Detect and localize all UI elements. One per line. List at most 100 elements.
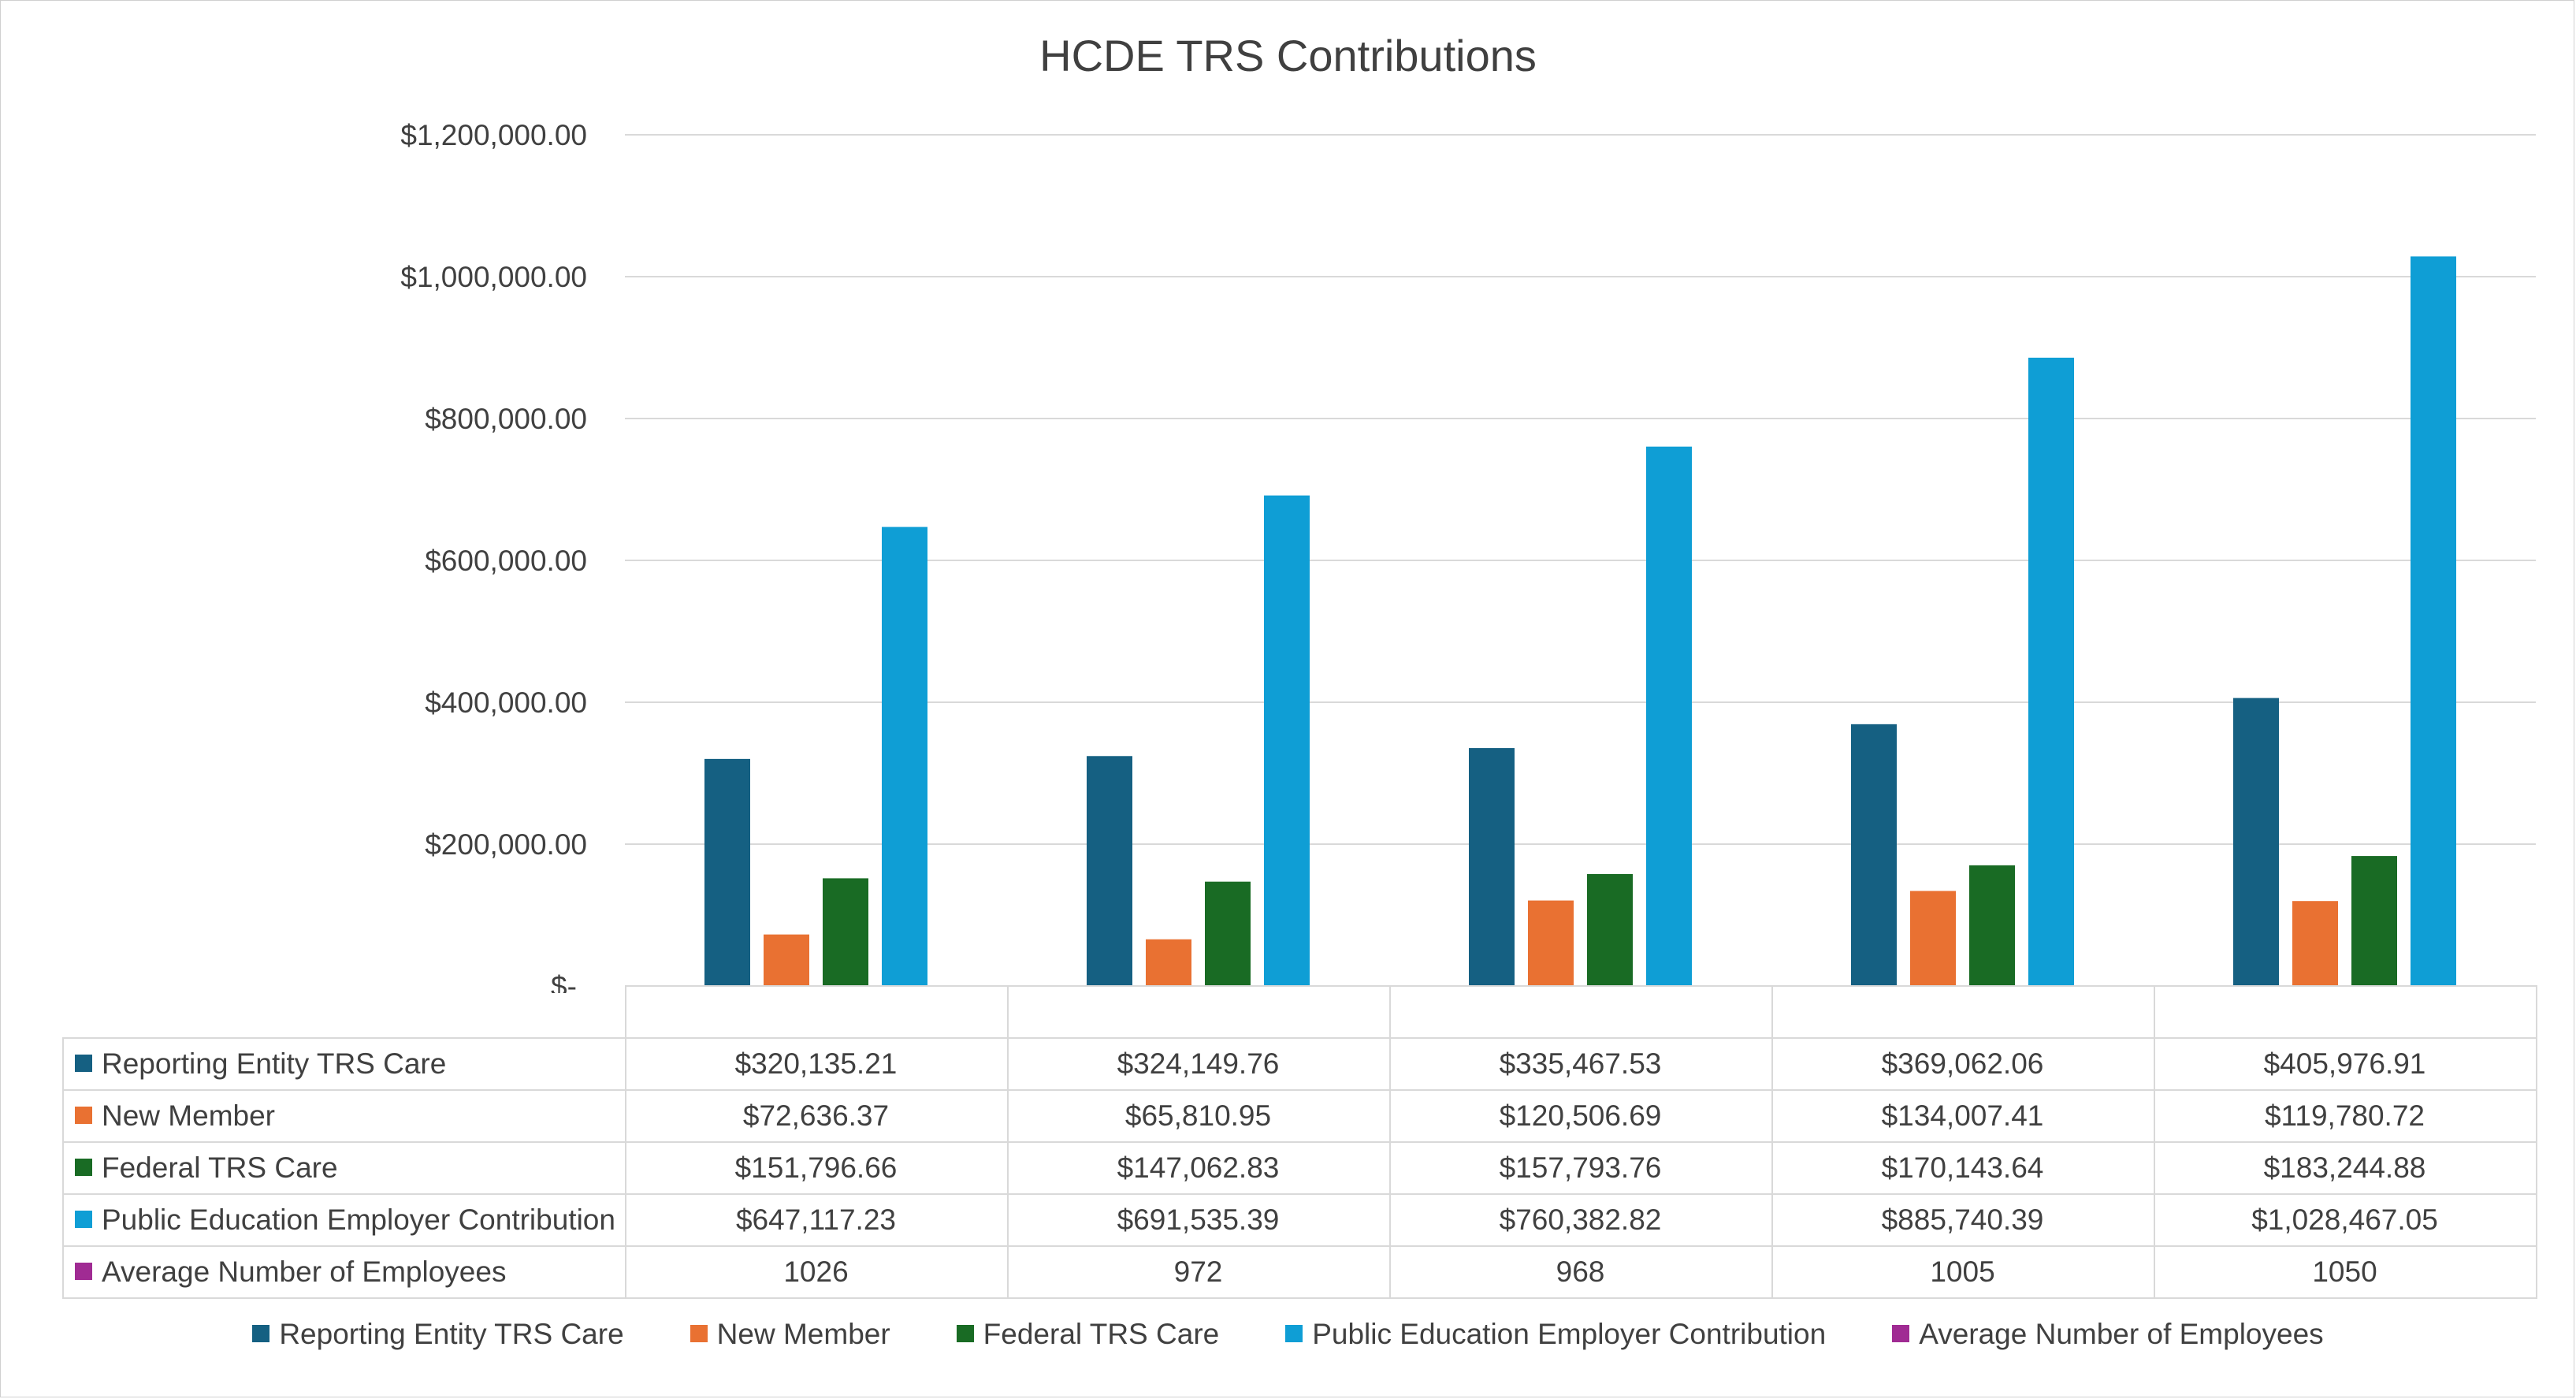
bar [1528, 900, 1574, 986]
bar [1851, 724, 1897, 986]
table-gridline [62, 1297, 2536, 1299]
table-cell: 1026 [783, 1256, 849, 1288]
table-cell: $647,117.23 [735, 1204, 896, 1236]
row-color-key [75, 1055, 92, 1073]
table-row-label: Federal TRS Care [75, 1142, 338, 1194]
table-gridline [62, 1141, 2536, 1143]
table-cell: $1,028,467.05 [2251, 1204, 2438, 1236]
table-gridline [2154, 985, 2155, 1299]
table-cell: $183,244.88 [2263, 1152, 2426, 1184]
table-gridline [625, 985, 2536, 987]
legend-color-key [956, 1325, 974, 1343]
table-cell: $134,007.41 [1881, 1099, 2044, 1132]
bar [2351, 856, 2397, 986]
y-tick-label: $600,000.00 [425, 545, 587, 577]
table-cell: $119,780.72 [2264, 1099, 2425, 1132]
bars [704, 256, 2456, 987]
bar [1146, 939, 1191, 986]
legend-color-key [1892, 1325, 1910, 1343]
table-cell: 1005 [1930, 1256, 1995, 1288]
legend-item: Reporting Entity TRS Care [252, 1318, 624, 1351]
table-gridline [1389, 985, 1391, 1299]
y-tick-label: $- [551, 970, 577, 993]
bar [2411, 256, 2456, 987]
bar [2292, 901, 2338, 986]
legend-item: Average Number of Employees [1892, 1318, 2324, 1351]
bar [882, 526, 927, 986]
chart-title: HCDE TRS Contributions [1039, 31, 1537, 80]
table-gridline [62, 1089, 2536, 1091]
legend-label: Public Education Employer Contribution [1312, 1318, 1827, 1350]
table-gridline [62, 1193, 2536, 1195]
table-cell: $691,535.39 [1117, 1204, 1280, 1236]
table-cell: $151,796.66 [734, 1152, 898, 1184]
data-table: Reporting Entity TRS Care $320,135.21 $324… [62, 985, 2537, 1299]
bar [823, 878, 868, 986]
bar [1264, 495, 1310, 986]
table-row-label: Reporting Entity TRS Care [75, 1038, 446, 1090]
table-gridline [62, 1037, 2536, 1039]
table-cell: $324,149.76 [1117, 1047, 1280, 1080]
plot-area: $- $200,000.00 $400,000.00 $600,000.00 $800,… [400, 119, 2536, 993]
gridlines [625, 134, 2536, 845]
legend-label: Average Number of Employees [1919, 1318, 2324, 1350]
table-gridline [1771, 985, 1773, 1299]
table-cell: 968 [1556, 1256, 1605, 1288]
bar [2233, 698, 2279, 986]
table-cell: $405,976.91 [2263, 1047, 2426, 1080]
table-gridline [1007, 985, 1009, 1299]
table-cell: $335,467.53 [1499, 1047, 1662, 1080]
table-row-label: New Member [75, 1090, 275, 1142]
legend-item: New Member [690, 1318, 890, 1351]
legend-item: Federal TRS Care [956, 1318, 1220, 1351]
table-row-label: Average Number of Employees [75, 1246, 506, 1298]
table-cell: 1050 [2312, 1256, 2377, 1288]
y-axis-ticks: $- $200,000.00 $400,000.00 $600,000.00 $800,… [400, 119, 587, 993]
table-gridline [62, 1245, 2536, 1247]
bar [1910, 891, 1956, 986]
row-color-key [75, 1263, 92, 1281]
y-tick-label: $800,000.00 [425, 403, 587, 435]
table-cell: 972 [1173, 1256, 1223, 1288]
bar [1087, 756, 1132, 986]
bar [1646, 446, 1692, 986]
table-gridline [62, 1037, 64, 1297]
legend-color-key [252, 1325, 270, 1343]
table-cell: $760,382.82 [1499, 1204, 1662, 1236]
row-color-key [75, 1159, 92, 1177]
row-color-key [75, 1211, 92, 1229]
y-tick-label: $1,000,000.00 [400, 261, 587, 293]
y-tick-label: $400,000.00 [425, 686, 587, 719]
row-label-text: Reporting Entity TRS Care [102, 1047, 447, 1080]
row-label-text: Federal TRS Care [102, 1152, 338, 1184]
legend-label: New Member [716, 1318, 890, 1350]
bar [1205, 881, 1251, 986]
row-label-text: Average Number of Employees [102, 1256, 507, 1288]
table-cell: $72,636.37 [742, 1099, 890, 1132]
bar [704, 758, 750, 986]
table-cell: $120,506.69 [1499, 1099, 1662, 1132]
bar [764, 934, 809, 986]
legend-item: Public Education Employer Contribution [1285, 1318, 1826, 1351]
row-color-key [75, 1107, 92, 1125]
table-cell: $885,740.39 [1881, 1204, 2044, 1236]
bar [2028, 357, 2074, 987]
row-label-text: New Member [102, 1099, 275, 1132]
table-cell: $369,062.06 [1881, 1047, 2044, 1080]
table-row-label: Public Education Employer Contribution [75, 1194, 615, 1246]
bar [1587, 873, 1633, 986]
bar [1469, 748, 1515, 986]
table-cell: $65,810.95 [1124, 1099, 1272, 1132]
table-gridline [625, 985, 626, 1299]
bar [1969, 865, 2015, 986]
table-cell: $147,062.83 [1117, 1152, 1280, 1184]
legend: Reporting Entity TRS Care New Member Feder… [0, 1318, 2576, 1351]
table-cell: $320,135.21 [734, 1047, 898, 1080]
legend-label: Federal TRS Care [983, 1318, 1220, 1350]
row-label-text: Public Education Employer Contribution [102, 1204, 615, 1236]
legend-label: Reporting Entity TRS Care [279, 1318, 624, 1350]
table-cell: $170,143.64 [1881, 1152, 2044, 1184]
legend-color-key [1285, 1325, 1303, 1343]
legend-color-key [690, 1325, 708, 1343]
y-tick-label: $200,000.00 [425, 828, 587, 861]
